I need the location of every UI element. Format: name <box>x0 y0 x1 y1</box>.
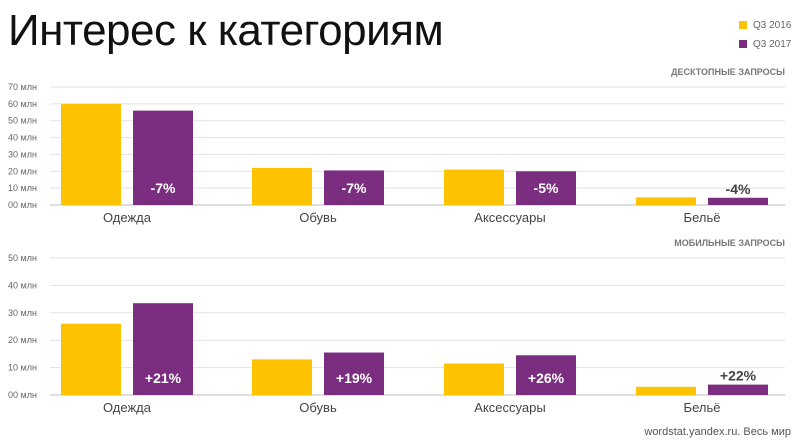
bar-q3-2017 <box>324 170 384 205</box>
category-label: Аксессуары <box>474 400 545 415</box>
category-label: Обувь <box>299 210 337 225</box>
bar-q3-2017 <box>516 355 576 395</box>
change-annotation: +22% <box>720 368 757 384</box>
bar-q3-2017 <box>708 384 768 395</box>
bar-q3-2016 <box>252 167 312 205</box>
bar-q3-2017 <box>133 110 193 205</box>
y-tick-label: 20 млн <box>8 335 37 345</box>
bar-q3-2016 <box>61 323 121 395</box>
bar-q3-2016 <box>444 169 504 205</box>
legend-label-q3-2016: Q3 2016 <box>753 20 792 31</box>
y-tick-label: 30 млн <box>8 308 37 318</box>
bar-q3-2016 <box>444 363 504 395</box>
bar-q3-2017 <box>516 171 576 205</box>
panel-title: ДЕСКТОПНЫЕ ЗАПРОСЫ <box>671 67 785 77</box>
change-annotation: +26% <box>528 370 565 386</box>
bar-q3-2017 <box>324 352 384 395</box>
panel-title: МОБИЛЬНЫЕ ЗАПРОСЫ <box>674 238 785 248</box>
legend-swatch-q3-2017 <box>739 40 747 49</box>
change-annotation: -5% <box>534 180 559 196</box>
y-tick-label: 40 млн <box>8 280 37 290</box>
bar-q3-2016 <box>252 359 312 395</box>
y-tick-label: 10 млн <box>8 183 37 193</box>
chart-title: Интерес к категориям <box>8 6 444 55</box>
y-tick-label: 30 млн <box>8 149 37 159</box>
change-annotation: +19% <box>336 370 373 386</box>
bar-q3-2016 <box>636 197 696 205</box>
y-tick-label: 00 млн <box>8 390 37 400</box>
y-tick-label: 40 млн <box>8 133 37 143</box>
legend-item-q3-2017: Q3 2017 <box>739 39 791 50</box>
change-annotation: -7% <box>151 180 176 196</box>
change-annotation: +21% <box>145 370 182 386</box>
category-label: Аксессуары <box>474 210 545 225</box>
bar-q3-2016 <box>636 386 696 395</box>
y-tick-label: 60 млн <box>8 99 37 109</box>
y-tick-label: 70 млн <box>8 82 37 92</box>
category-label: Одежда <box>103 400 152 415</box>
legend-label-q3-2017: Q3 2017 <box>753 39 792 50</box>
category-label: Бельё <box>684 400 721 415</box>
y-tick-label: 00 млн <box>8 200 37 210</box>
change-annotation: -7% <box>342 180 367 196</box>
legend-swatch-q3-2016 <box>739 21 747 30</box>
category-label: Бельё <box>684 210 721 225</box>
category-label: Обувь <box>299 400 337 415</box>
y-tick-label: 10 млн <box>8 363 37 373</box>
legend-item-q3-2016: Q3 2016 <box>739 20 791 31</box>
category-label: Одежда <box>103 210 152 225</box>
y-tick-label: 20 млн <box>8 166 37 176</box>
y-tick-label: 50 млн <box>8 116 37 126</box>
bar-q3-2017 <box>133 303 193 395</box>
change-annotation: -4% <box>726 181 751 197</box>
bar-q3-2016 <box>61 103 121 205</box>
bar-q3-2017 <box>708 197 768 205</box>
y-tick-label: 50 млн <box>8 253 37 263</box>
source-note: wordstat.yandex.ru. Весь мир <box>644 426 791 438</box>
